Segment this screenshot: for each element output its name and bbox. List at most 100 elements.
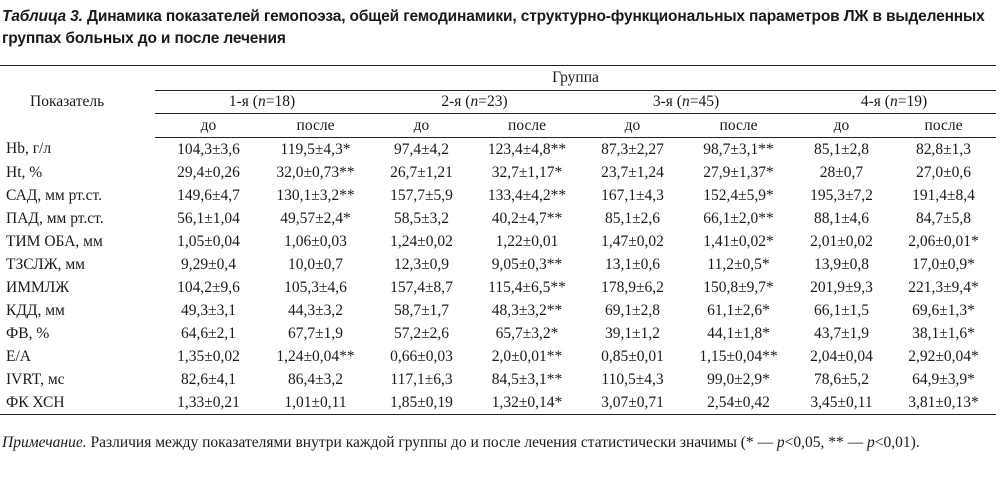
table-cell: 2,01±0,02 xyxy=(810,232,873,250)
table-cell: 157,4±8,7 xyxy=(390,278,453,296)
row-header: Показатель xyxy=(30,92,105,110)
table-cell: 3,81±0,13* xyxy=(891,391,996,415)
table-cell: 1,33±0,21 xyxy=(155,391,262,415)
table-cell: 1,24±0,04** xyxy=(276,347,355,365)
subheader-cell: до xyxy=(155,113,262,138)
table-cell: 13,1±0,6 xyxy=(604,255,660,273)
table-cell: 1,35±0,02 xyxy=(177,347,240,365)
group-label-suffix: =23) xyxy=(478,93,508,110)
table-cell: 78,6±5,2 xyxy=(813,370,869,388)
table-cell: 178,9±6,2 xyxy=(601,278,664,296)
table-cell: 32,0±0,73** xyxy=(276,163,355,181)
note-label: Примечание. xyxy=(2,434,87,451)
table-row: Ht, % 29,4±0,26 32,0±0,73** 26,7±1,21 32,7±1… xyxy=(0,161,996,184)
table-cell: 64,6±2,1 xyxy=(180,324,236,342)
table-cell: 221,3±9,4* xyxy=(908,278,979,296)
table-cell: 2,92±0,04* xyxy=(908,347,979,365)
group-header: Группа xyxy=(155,65,996,91)
table-cell: 43,7±1,9 xyxy=(813,324,869,342)
row-label: E/A xyxy=(6,347,31,365)
table-caption-label: Таблица 3. xyxy=(2,8,83,25)
table-row: ПАД, мм рт.ст. 56,1±1,04 49,57±2,4* 58,5±3,… xyxy=(0,207,996,230)
table-cell: 149,6±4,7 xyxy=(177,186,240,204)
subheader-cell: после xyxy=(685,113,792,138)
table-cell: 61,1±2,6* xyxy=(707,301,770,319)
table-cell: 0,66±0,03 xyxy=(390,347,453,365)
row-label: САД, мм рт.ст. xyxy=(6,186,102,204)
group-label-prefix: 2-я ( xyxy=(441,93,471,110)
table-cell: 2,04±0,04 xyxy=(810,347,873,365)
table-cell: 48,3±3,2** xyxy=(491,301,563,319)
table-cell: 49,57±2,4* xyxy=(280,209,351,227)
group-label-suffix: =45) xyxy=(689,93,720,110)
row-label: IVRT, мс xyxy=(6,370,65,388)
table-cell: 3,45±0,11 xyxy=(792,391,891,415)
subheader-cell: до xyxy=(369,113,474,138)
table-cell: 1,22±0,01 xyxy=(495,232,559,250)
table-cell: 32,7±1,17* xyxy=(491,163,563,181)
table-cell: 201,9±9,3 xyxy=(810,278,873,296)
group-column-header: 1-я (n=18) xyxy=(155,90,369,114)
table-cell: 64,9±3,9* xyxy=(912,370,975,388)
table-cell: 105,3±4,6 xyxy=(284,278,347,296)
table-cell: 49,3±3,1 xyxy=(180,301,236,319)
row-label: ФВ, % xyxy=(6,324,50,342)
group-column-header: 3-я (n=45) xyxy=(580,90,792,114)
table-cell: 82,6±4,1 xyxy=(180,370,236,388)
table-caption: Таблица 3. Динамика показателей гемопоэз… xyxy=(2,6,994,50)
table-cell: 2,54±0,42 xyxy=(685,391,792,415)
note-p-symbol: p xyxy=(867,434,875,451)
table-cell: 86,4±3,2 xyxy=(287,370,343,388)
group-column-header: 4-я (n=19) xyxy=(792,90,996,114)
table-cell: 99,0±2,9* xyxy=(707,370,770,388)
table-cell: 84,7±5,8 xyxy=(915,209,971,227)
table-cell: 9,05±0,3** xyxy=(491,255,563,273)
table-cell: 2,06±0,01* xyxy=(908,232,979,250)
row-label: ФК ХСН xyxy=(0,391,155,415)
table-cell: 82,8±1,3 xyxy=(915,140,971,158)
table-cell: 40,2±4,7** xyxy=(491,209,563,227)
group-label-prefix: 1-я ( xyxy=(228,93,258,110)
group-label-n: n xyxy=(681,93,690,110)
row-label: ТИМ ОБА, мм xyxy=(6,232,103,250)
table-cell: 1,05±0,04 xyxy=(177,232,240,250)
table-cell: 98,7±3,1** xyxy=(703,140,774,158)
table-cell: 1,15±0,04** xyxy=(699,347,778,365)
table-cell: 117,1±6,3 xyxy=(390,370,453,388)
table-cell: 27,9±1,37* xyxy=(703,163,774,181)
group-label-n: n xyxy=(470,93,479,110)
table-cell: 58,7±1,7 xyxy=(393,301,449,319)
group-label-suffix: =18) xyxy=(265,93,296,110)
table-cell: 65,7±3,2* xyxy=(495,324,559,342)
table-cell: 69,6±1,3* xyxy=(912,301,975,319)
table-cell: 39,1±1,2 xyxy=(604,324,660,342)
table-cell: 67,7±1,9 xyxy=(287,324,343,342)
table-cell: 28±0,7 xyxy=(819,163,864,181)
table-cell: 85,1±2,6 xyxy=(604,209,660,227)
note-p-symbol: p xyxy=(776,434,785,451)
table-cell: 12,3±0,9 xyxy=(393,255,449,273)
table-cell: 104,3±3,6 xyxy=(177,140,240,158)
table-cell: 26,7±1,21 xyxy=(390,163,453,181)
group-label-n: n xyxy=(889,93,898,110)
table-cell: 44,1±1,8* xyxy=(707,324,770,342)
row-label: ИММЛЖ xyxy=(6,278,70,296)
table-cell: 123,4±4,8** xyxy=(487,140,567,158)
table-row: E/A 1,35±0,02 1,24±0,04** 0,66±0,03 2,0±0,01… xyxy=(0,345,996,368)
table-cell: 69,1±2,8 xyxy=(604,301,660,319)
table-row: ТИМ ОБА, мм 1,05±0,04 1,06±0,03 1,24±0,02 1,… xyxy=(0,230,996,253)
table-cell: 9,29±0,4 xyxy=(180,255,236,273)
group-label-prefix: 3-я ( xyxy=(652,93,682,110)
table-cell: 1,24±0,02 xyxy=(390,232,453,250)
table-cell: 44,3±3,2 xyxy=(287,301,343,319)
table-row: IVRT, мс 82,6±4,1 86,4±3,2 117,1±6,3 84,5±3,… xyxy=(0,368,996,391)
table-cell: 110,5±4,3 xyxy=(601,370,664,388)
table-row: САД, мм рт.ст. 149,6±4,7 130,1±3,2** 157,7±… xyxy=(0,184,996,207)
note-text-c: <0,01). xyxy=(874,434,920,451)
table-cell: 23,7±1,24 xyxy=(601,163,664,181)
table-cell: 1,32±0,14* xyxy=(474,391,580,415)
table-row: Hb, г/л 104,3±3,6 119,5±4,3* 97,4±4,2 123,4±… xyxy=(0,138,996,162)
table-cell: 10,0±0,7 xyxy=(287,255,343,273)
table-cell: 152,4±5,9* xyxy=(703,186,774,204)
